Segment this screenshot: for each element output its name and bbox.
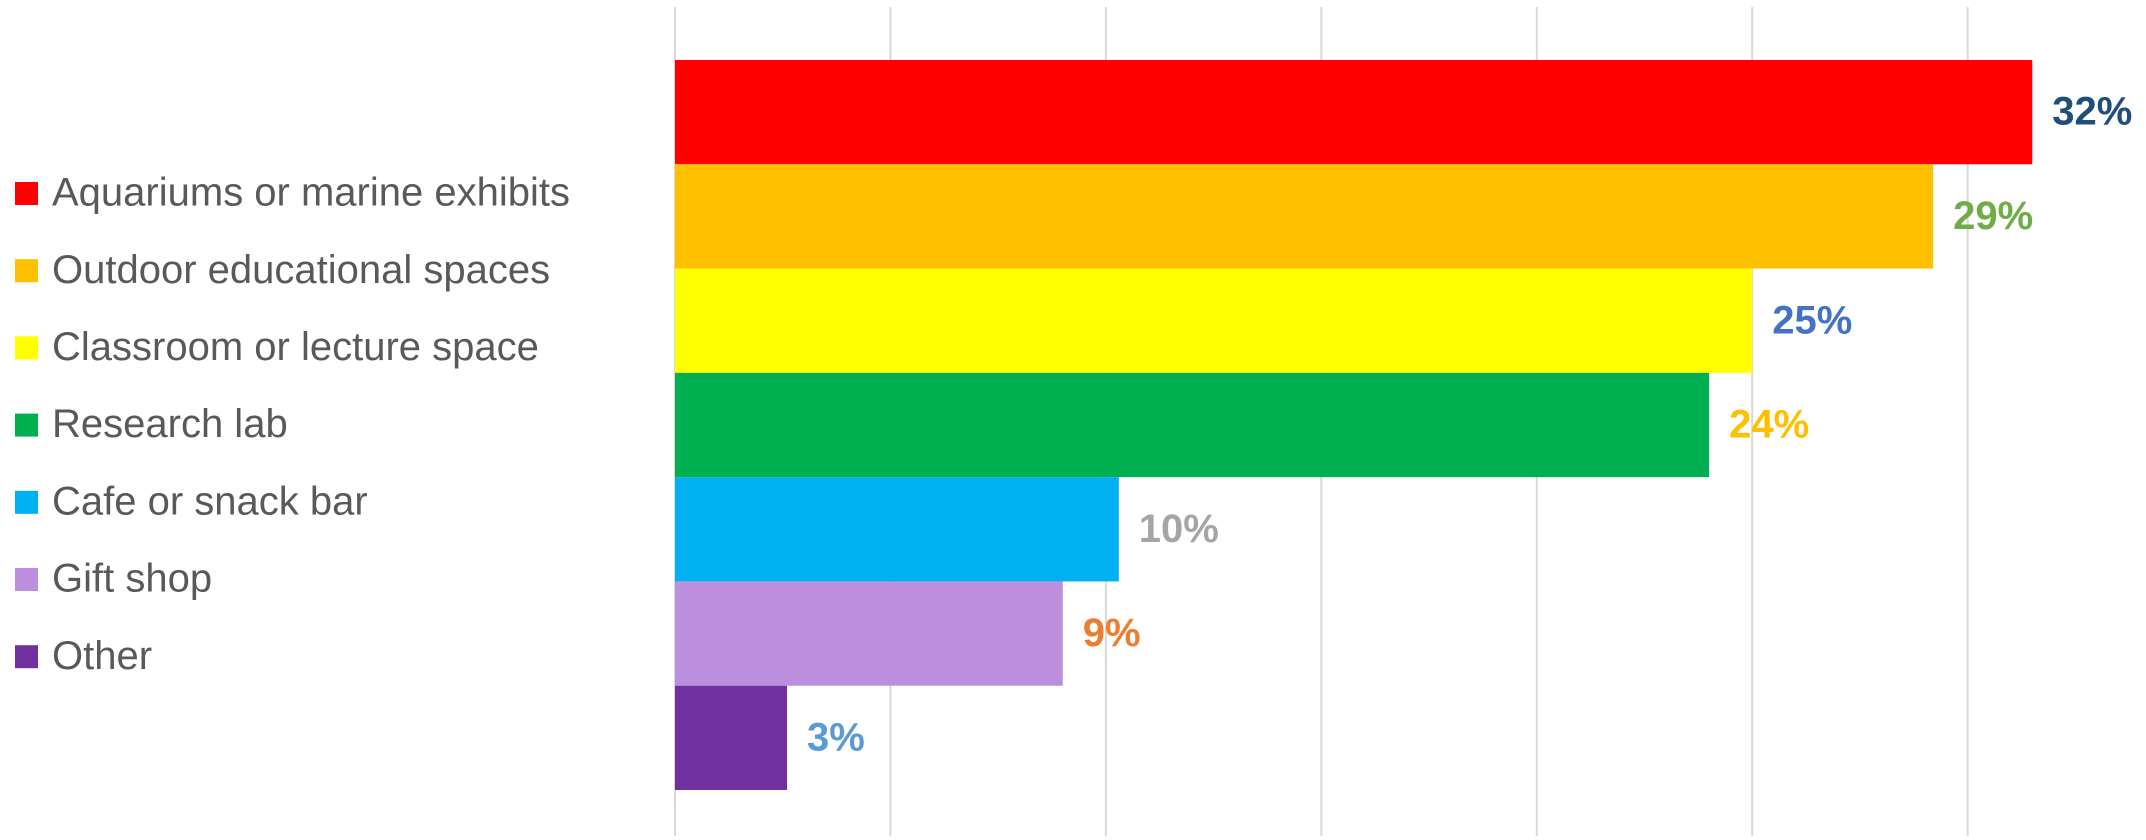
value-label: 25% — [1772, 298, 1852, 342]
legend-swatch — [15, 413, 38, 437]
bar — [675, 268, 1753, 373]
value-label: 29% — [1953, 194, 2033, 238]
bar — [675, 60, 2033, 165]
value-label: 10% — [1139, 507, 1219, 551]
value-label: 3% — [807, 715, 865, 759]
legend-swatch — [15, 336, 38, 360]
legend-label: Other — [52, 634, 152, 678]
legend-label: Research lab — [52, 402, 288, 446]
legend-swatch — [15, 568, 38, 591]
legend-label: Classroom or lecture space — [52, 325, 539, 369]
bar — [675, 685, 788, 790]
bar — [675, 477, 1119, 582]
bar — [675, 164, 1934, 269]
legend-label: Aquariums or marine exhibits — [52, 171, 570, 215]
bar — [675, 581, 1063, 686]
bar — [675, 372, 1710, 478]
value-label: 32% — [2052, 90, 2132, 134]
value-label: 24% — [1729, 403, 1809, 447]
legend-label: Cafe or snack bar — [52, 479, 368, 523]
legend-label: Gift shop — [52, 557, 212, 601]
legend-swatch — [15, 259, 38, 283]
legend-swatch — [15, 490, 38, 514]
legend-swatch — [15, 182, 38, 205]
legend-swatch — [15, 645, 38, 669]
legend-label: Outdoor educational spaces — [52, 248, 550, 292]
value-label: 9% — [1083, 611, 1141, 655]
